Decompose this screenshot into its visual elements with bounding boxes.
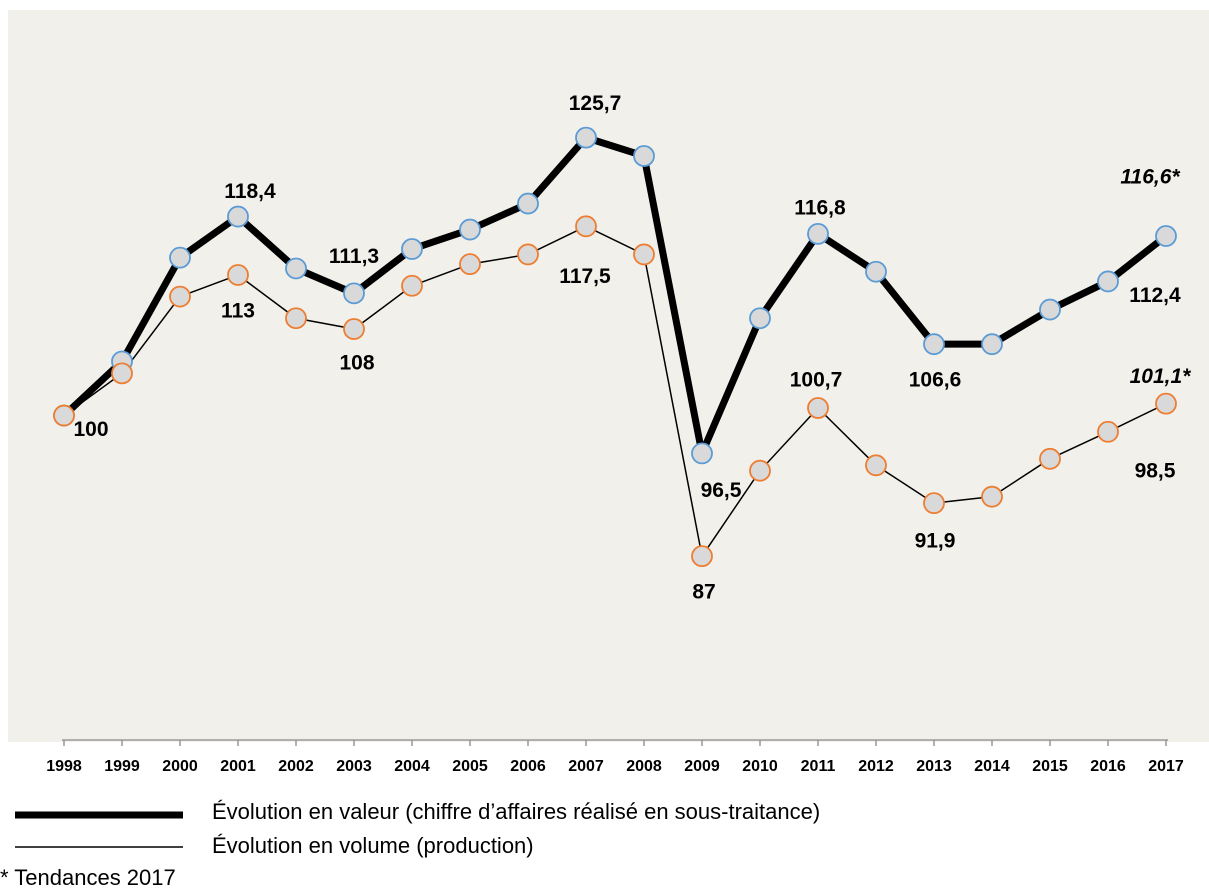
marker (865, 260, 887, 283)
data-label: 116,8 (794, 196, 846, 219)
marker (1039, 447, 1061, 470)
marker (285, 257, 307, 280)
data-label: 108 (339, 352, 374, 375)
x-tick-label: 2011 (801, 758, 836, 775)
marker (53, 404, 75, 427)
data-label: 112,4 (1129, 284, 1181, 307)
marker (401, 238, 423, 260)
x-tick-label: 2015 (1032, 758, 1068, 775)
marker (227, 205, 249, 228)
x-tick-label: 2013 (916, 758, 952, 775)
marker (343, 318, 365, 340)
x-tick-label: 2004 (394, 758, 430, 775)
data-label: 101,1* (1130, 365, 1192, 388)
x-tick-label: 2010 (742, 758, 778, 775)
x-tick-label: 2014 (974, 758, 1010, 775)
data-label: 125,7 (569, 92, 622, 115)
marker (459, 253, 481, 276)
marker (691, 545, 713, 568)
footnote: * Tendances 2017 (0, 865, 176, 890)
data-label: 87 (692, 581, 715, 604)
data-label: 98,5 (1135, 459, 1176, 482)
marker (807, 397, 829, 419)
marker (923, 333, 945, 356)
data-label: 106,6 (909, 369, 962, 392)
x-tick-label: 1998 (46, 758, 82, 775)
plot-background (8, 10, 1209, 742)
marker (981, 485, 1003, 508)
marker (633, 145, 655, 167)
x-tick-label: 2017 (1148, 758, 1184, 775)
marker (575, 215, 597, 238)
marker (1155, 225, 1177, 247)
x-tick-label: 2009 (684, 758, 720, 775)
marker (401, 274, 423, 297)
x-tick-label: 2000 (162, 758, 198, 775)
x-tick-label: 2001 (220, 758, 256, 775)
legend-label: Évolution en volume (production) (212, 833, 534, 858)
x-tick-label: 2016 (1090, 758, 1126, 775)
marker (343, 282, 365, 305)
x-tick-label: 2012 (858, 758, 894, 775)
marker (923, 492, 945, 515)
marker (227, 264, 249, 286)
marker (517, 192, 539, 215)
marker (981, 333, 1003, 356)
marker (459, 218, 481, 241)
marker (517, 243, 539, 266)
marker (169, 285, 191, 308)
data-label: 117,5 (559, 265, 611, 288)
data-label: 100,7 (790, 369, 843, 392)
marker (691, 442, 713, 465)
x-tick-label: 2008 (626, 758, 662, 775)
data-label: 111,3 (329, 245, 379, 268)
data-label: 116,6* (1120, 166, 1180, 189)
marker (633, 243, 655, 266)
marker (749, 459, 771, 482)
x-tick-label: 2007 (568, 758, 604, 775)
legend-label: Évolution en valeur (chiffre d’affaires … (212, 799, 820, 824)
data-label: 91,9 (915, 530, 956, 553)
x-tick-label: 2002 (278, 758, 314, 775)
data-label: 118,4 (224, 180, 276, 203)
data-label: 113 (221, 300, 255, 323)
marker (749, 307, 771, 330)
marker (169, 246, 191, 269)
marker (1155, 392, 1177, 415)
x-tick-label: 2006 (510, 758, 546, 775)
marker (285, 307, 307, 330)
marker (1097, 270, 1119, 293)
marker (1039, 298, 1061, 321)
marker (111, 362, 133, 385)
x-tick-label: 2005 (452, 758, 488, 775)
marker (1097, 420, 1119, 443)
x-tick-label: 2003 (336, 758, 372, 775)
x-tick-label: 1999 (104, 758, 140, 775)
marker (865, 454, 887, 477)
marker (575, 126, 597, 149)
data-label: 100 (73, 418, 108, 441)
marker (807, 222, 829, 245)
data-label: 96,5 (701, 479, 742, 502)
